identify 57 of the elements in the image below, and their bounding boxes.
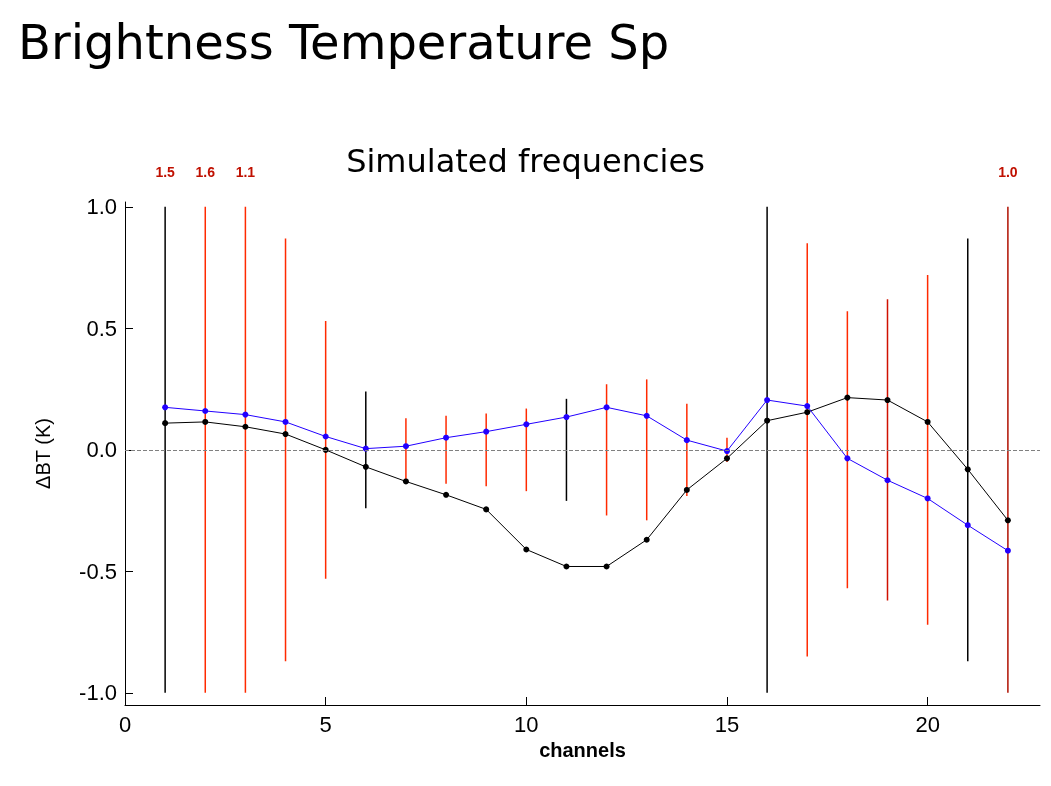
point	[402, 478, 409, 485]
x-tick-label: 15	[714, 711, 740, 737]
point	[964, 522, 971, 529]
point	[964, 466, 971, 473]
point	[683, 437, 690, 444]
point	[804, 403, 811, 410]
y-tick-label: 1.0	[86, 194, 117, 220]
chart-title: Simulated frequencies	[346, 142, 705, 180]
y-tick-label: 0.5	[86, 315, 117, 341]
point	[162, 420, 169, 427]
point	[443, 434, 450, 441]
point	[202, 407, 209, 414]
x-tick-label: 5	[319, 711, 332, 737]
y-tick-label: -0.5	[79, 558, 117, 584]
x-tick-label: 0	[118, 711, 132, 737]
point	[1004, 547, 1011, 554]
point	[924, 495, 931, 502]
x-tick-label: 10	[514, 711, 539, 737]
point	[844, 455, 851, 462]
point	[523, 421, 530, 428]
point	[884, 397, 891, 404]
x-axis-title: channels	[539, 738, 626, 761]
point	[643, 412, 650, 419]
annotation: 1.0	[998, 163, 1018, 180]
text: Brightness Temperature Sp	[18, 14, 670, 70]
point	[483, 428, 490, 435]
point	[282, 431, 289, 438]
y-tick-label: -1.0	[79, 680, 117, 706]
annotation: 1.5	[155, 163, 176, 180]
point	[884, 477, 891, 484]
point	[683, 486, 690, 493]
point	[362, 463, 369, 470]
point	[764, 417, 771, 424]
annotation: 1.6	[195, 163, 216, 180]
point	[162, 404, 169, 411]
x-tick-label: 20	[915, 711, 940, 737]
point	[242, 423, 249, 430]
point	[643, 536, 650, 543]
point	[924, 418, 931, 425]
y-axis-title: ΔBT (K)	[32, 418, 54, 489]
point	[563, 414, 570, 421]
point	[603, 563, 610, 570]
point	[723, 455, 730, 462]
point	[804, 409, 811, 416]
point	[282, 418, 289, 425]
point	[1004, 517, 1011, 524]
point	[202, 418, 209, 425]
point	[242, 411, 249, 418]
point	[443, 491, 450, 498]
point	[603, 404, 610, 411]
point	[844, 394, 851, 401]
annotation: 1.1	[235, 163, 256, 180]
point	[563, 563, 570, 570]
point	[483, 506, 490, 513]
point	[764, 397, 771, 404]
point	[402, 443, 409, 450]
y-tick-label: 0.0	[86, 437, 117, 463]
